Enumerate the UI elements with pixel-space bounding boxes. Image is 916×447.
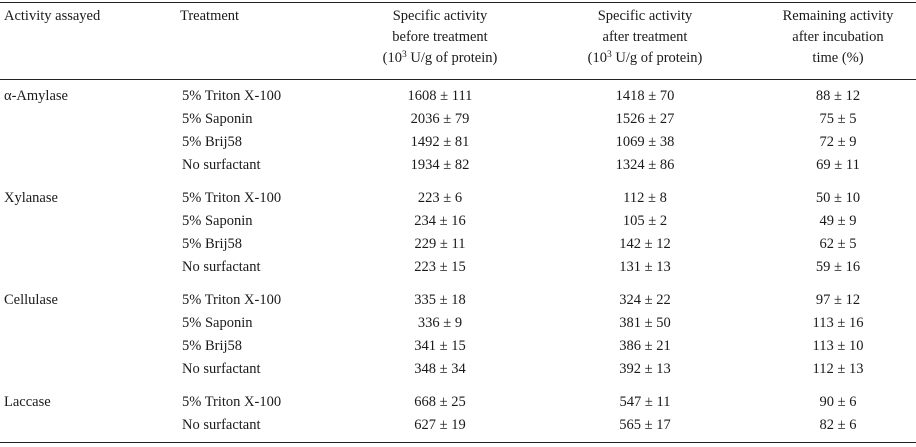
after-cell: 381 ± 50 (619, 315, 671, 331)
remaining-cell: 62 ± 5 (819, 236, 857, 252)
treatment-cell: 5% Triton X-100 (182, 88, 282, 104)
table-row: α-Amylase 5% Triton X-100 1608 ± 111 1418 ±… (0, 85, 916, 108)
before-cell: 223 ± 6 (417, 190, 463, 206)
table-bottom-rule (0, 442, 916, 443)
header-activity: Activity assayed (4, 8, 101, 24)
after-cell: 1069 ± 38 (615, 134, 675, 150)
remaining-cell: 75 ± 5 (819, 111, 857, 127)
after-cell: 392 ± 13 (619, 361, 671, 377)
treatment-cell: 5% Saponin (182, 111, 253, 127)
treatment-cell: No surfactant (182, 417, 261, 433)
remaining-cell: 69 ± 11 (816, 157, 860, 173)
treatment-cell: 5% Triton X-100 (182, 190, 282, 206)
before-cell: 348 ± 34 (414, 361, 466, 377)
after-cell: 131 ± 13 (619, 259, 671, 275)
table-row: Xylanase 5% Triton X-100 223 ± 6 112 ± 8 50 … (0, 187, 916, 210)
table-row: 5% Saponin 2036 ± 79 1526 ± 27 75 ± 5 (0, 108, 916, 131)
after-cell: 1324 ± 86 (615, 157, 675, 173)
remaining-cell: 97 ± 12 (815, 292, 861, 308)
after-cell: 547 ± 11 (619, 394, 671, 410)
treatment-cell: No surfactant (182, 361, 261, 377)
table-row: 5% Saponin 336 ± 9 381 ± 50 113 ± 16 (0, 312, 916, 335)
remaining-cell: 82 ± 6 (819, 417, 857, 433)
before-cell: 229 ± 11 (414, 236, 466, 252)
table-row: No surfactant 627 ± 19 565 ± 17 82 ± 6 (0, 414, 916, 437)
table-row: 5% Saponin 234 ± 16 105 ± 2 49 ± 9 (0, 210, 916, 233)
remaining-cell: 88 ± 12 (815, 88, 861, 104)
treatment-cell: 5% Saponin (182, 315, 253, 331)
remaining-cell: 49 ± 9 (819, 213, 857, 229)
treatment-cell: No surfactant (182, 157, 261, 173)
header-treatment: Treatment (180, 8, 240, 24)
activity-cell: α-Amylase (4, 88, 68, 104)
table-row: Laccase 5% Triton X-100 668 ± 25 547 ± 11 90… (0, 391, 916, 414)
remaining-cell: 50 ± 10 (815, 190, 861, 206)
header-remaining: Remaining activity after incubation time… (782, 8, 894, 66)
after-cell: 1418 ± 70 (615, 88, 675, 104)
header-before: Specific activity before treatment (103 … (382, 8, 498, 66)
remaining-cell: 112 ± 13 (812, 361, 864, 377)
treatment-cell: No surfactant (182, 259, 261, 275)
after-cell: 105 ± 2 (622, 213, 668, 229)
before-cell: 627 ± 19 (414, 417, 466, 433)
table-header-rule (0, 79, 916, 80)
after-cell: 112 ± 8 (623, 190, 667, 206)
before-cell: 2036 ± 79 (410, 111, 470, 127)
treatment-cell: 5% Triton X-100 (182, 292, 282, 308)
before-cell: 336 ± 9 (417, 315, 463, 331)
after-cell: 324 ± 22 (619, 292, 671, 308)
remaining-cell: 59 ± 16 (815, 259, 861, 275)
treatment-cell: 5% Saponin (182, 213, 253, 229)
table-row: No surfactant 348 ± 34 392 ± 13 112 ± 13 (0, 358, 916, 381)
before-cell: 1608 ± 111 (407, 88, 473, 104)
before-cell: 234 ± 16 (414, 213, 466, 229)
before-cell: 223 ± 15 (414, 259, 466, 275)
treatment-cell: 5% Brij58 (182, 236, 243, 252)
remaining-cell: 72 ± 9 (819, 134, 857, 150)
table-row: 5% Brij58 229 ± 11 142 ± 12 62 ± 5 (0, 233, 916, 256)
after-cell: 565 ± 17 (619, 417, 671, 433)
after-cell: 386 ± 21 (619, 338, 671, 354)
table-row: No surfactant 1934 ± 82 1324 ± 86 69 ± 11 (0, 154, 916, 177)
table-row: 5% Brij58 341 ± 15 386 ± 21 113 ± 10 (0, 335, 916, 358)
activity-cell: Laccase (4, 394, 51, 410)
treatment-cell: 5% Brij58 (182, 338, 243, 354)
after-cell: 1526 ± 27 (615, 111, 675, 127)
remaining-cell: 90 ± 6 (819, 394, 857, 410)
after-cell: 142 ± 12 (619, 236, 671, 252)
before-cell: 1492 ± 81 (410, 134, 470, 150)
treatment-cell: 5% Triton X-100 (182, 394, 282, 410)
before-cell: 335 ± 18 (414, 292, 466, 308)
table-top-rule (0, 2, 916, 3)
remaining-cell: 113 ± 10 (812, 338, 864, 354)
before-cell: 668 ± 25 (414, 394, 466, 410)
remaining-cell: 113 ± 16 (812, 315, 864, 331)
before-cell: 1934 ± 82 (410, 157, 470, 173)
activity-cell: Xylanase (4, 190, 58, 206)
treatment-cell: 5% Brij58 (182, 134, 243, 150)
before-cell: 341 ± 15 (414, 338, 466, 354)
header-after: Specific activity after treatment (103 U… (587, 8, 703, 66)
activity-cell: Cellulase (4, 292, 58, 308)
table-row: 5% Brij58 1492 ± 81 1069 ± 38 72 ± 9 (0, 131, 916, 154)
table-row: No surfactant 223 ± 15 131 ± 13 59 ± 16 (0, 256, 916, 279)
table-row: Cellulase 5% Triton X-100 335 ± 18 324 ± 22… (0, 289, 916, 312)
